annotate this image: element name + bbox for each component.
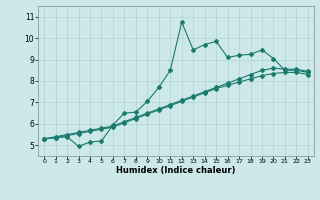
X-axis label: Humidex (Indice chaleur): Humidex (Indice chaleur) [116,166,236,175]
